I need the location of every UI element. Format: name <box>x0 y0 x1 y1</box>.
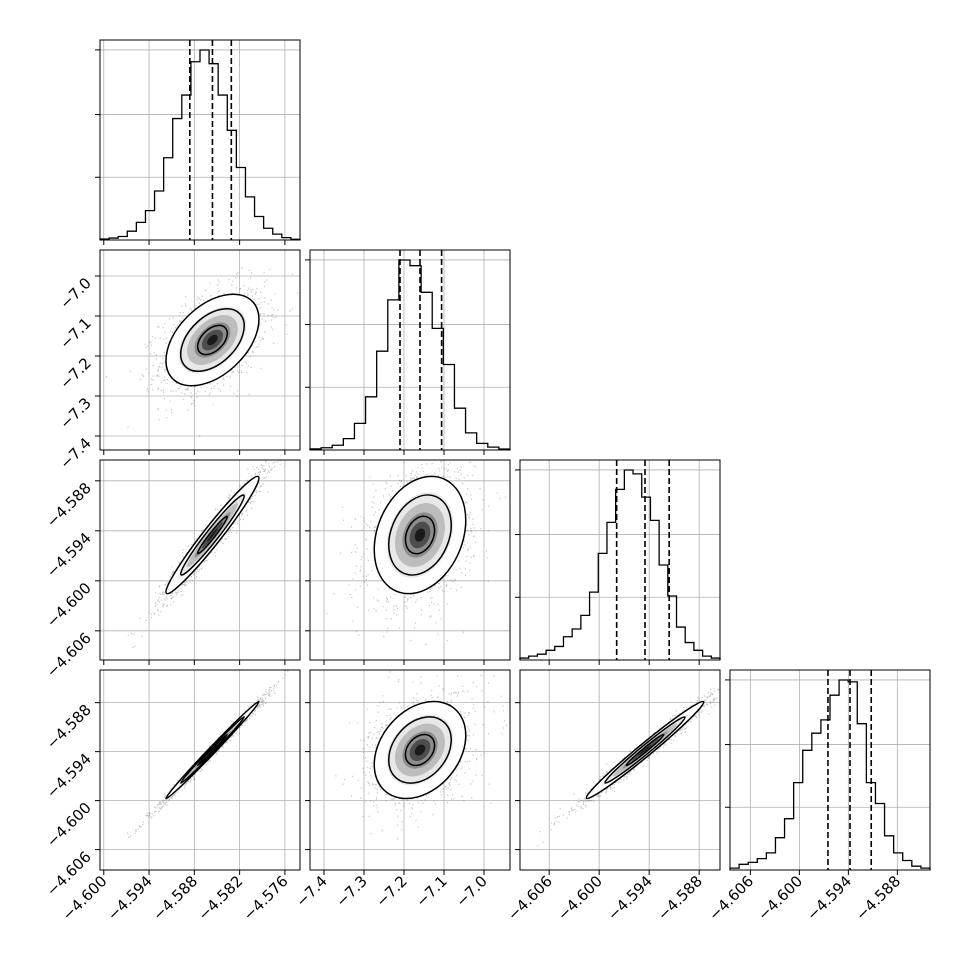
contour-line <box>604 716 686 784</box>
contour-line <box>165 293 260 387</box>
y-tick-label: −4.588 <box>43 479 95 531</box>
scatter-panel-2-1 <box>305 459 511 665</box>
y-tick-label: −7.4 <box>56 434 94 472</box>
panel-frame <box>519 459 721 661</box>
panel-frame <box>99 669 301 871</box>
panel-frame <box>99 459 301 661</box>
density-layer <box>326 460 507 646</box>
x-tick-label: −4.582 <box>194 872 246 924</box>
panel-frame <box>99 249 301 451</box>
contour-line <box>373 475 467 595</box>
y-tick-label: −4.600 <box>43 799 95 851</box>
density-layer <box>105 267 299 437</box>
density-layer <box>127 460 281 648</box>
contour-line <box>404 515 436 555</box>
contour-line <box>165 475 260 595</box>
x-tick-label: −4.594 <box>803 872 855 924</box>
histogram-step <box>309 259 511 450</box>
contour-line <box>196 515 228 555</box>
contour-line <box>196 324 228 356</box>
x-tick-label: −4.576 <box>240 872 292 924</box>
density-band <box>414 744 426 756</box>
panel-frame <box>309 669 511 871</box>
contour-line <box>388 716 452 784</box>
histogram-panel-3: −4.606−4.600−4.594−4.588 <box>705 669 931 924</box>
contour-line <box>180 494 245 576</box>
density-layer <box>335 671 507 840</box>
x-tick-label: −4.588 <box>654 872 706 924</box>
contour-line <box>388 494 452 576</box>
histogram-panel-1 <box>305 249 511 455</box>
contour-line <box>180 716 245 784</box>
x-tick-label: −4.600 <box>554 872 606 924</box>
contour-line <box>585 700 705 800</box>
contour-line <box>404 733 436 767</box>
histogram-step <box>519 469 721 660</box>
y-tick-label: −4.594 <box>43 750 95 802</box>
density-layer <box>537 688 720 847</box>
histogram-step <box>729 679 931 870</box>
y-tick-label: −4.600 <box>43 579 95 631</box>
x-tick-label: −4.606 <box>504 872 556 924</box>
x-tick-label: −7.4 <box>292 872 330 910</box>
density-layer <box>127 670 289 838</box>
panel-frame <box>309 459 511 661</box>
x-tick-label: −4.606 <box>705 872 757 924</box>
y-tick-label: −7.3 <box>56 394 94 432</box>
scatter-panel-3-1: −7.4 −7.3 −7.2 −7.1 −7.0 <box>292 669 511 911</box>
y-tick-label: −7.0 <box>56 274 94 312</box>
histogram-step <box>99 49 301 240</box>
histogram-panel-2 <box>515 459 721 665</box>
contour-line <box>180 308 245 372</box>
histogram-panel-0 <box>95 39 301 245</box>
contour-line <box>373 700 467 800</box>
panel-frame <box>519 669 721 871</box>
x-tick-label: −4.594 <box>604 872 656 924</box>
y-tick-label: −4.594 <box>43 529 95 581</box>
x-tick-label: −7.1 <box>412 872 450 910</box>
contour-line <box>196 733 228 767</box>
contour-line <box>165 700 260 800</box>
scatter-panel-1-0: −7.4−7.3−7.2−7.1−7.0 <box>56 249 301 473</box>
x-tick-label: −4.594 <box>104 872 156 924</box>
y-tick-label: −4.588 <box>43 701 95 753</box>
x-tick-label: −4.588 <box>149 872 201 924</box>
x-tick-label: −7.2 <box>372 872 410 910</box>
scatter-panel-3-2: −4.606−4.600−4.594−4.588 <box>504 669 721 924</box>
x-tick-label: −4.600 <box>754 872 806 924</box>
density-band <box>414 528 426 542</box>
density-band <box>638 744 652 756</box>
y-tick-label: −7.1 <box>56 314 94 352</box>
contour-line <box>625 733 665 767</box>
x-tick-label: −7.3 <box>332 872 370 910</box>
panel-frame <box>99 39 301 241</box>
density-band <box>207 528 218 542</box>
panel-frame <box>309 249 511 451</box>
scatter-points <box>335 671 507 840</box>
x-tick-label: −7.0 <box>452 872 490 910</box>
density-band <box>207 744 218 756</box>
density-band <box>207 334 218 346</box>
y-tick-label: −4.606 <box>43 629 95 681</box>
panel-frame <box>729 669 931 871</box>
y-tick-label: −7.2 <box>56 354 94 392</box>
x-tick-label: −4.588 <box>852 872 904 924</box>
scatter-panel-3-0: −4.600−4.594−4.588−4.582−4.576−4.606−4.6… <box>43 669 301 924</box>
